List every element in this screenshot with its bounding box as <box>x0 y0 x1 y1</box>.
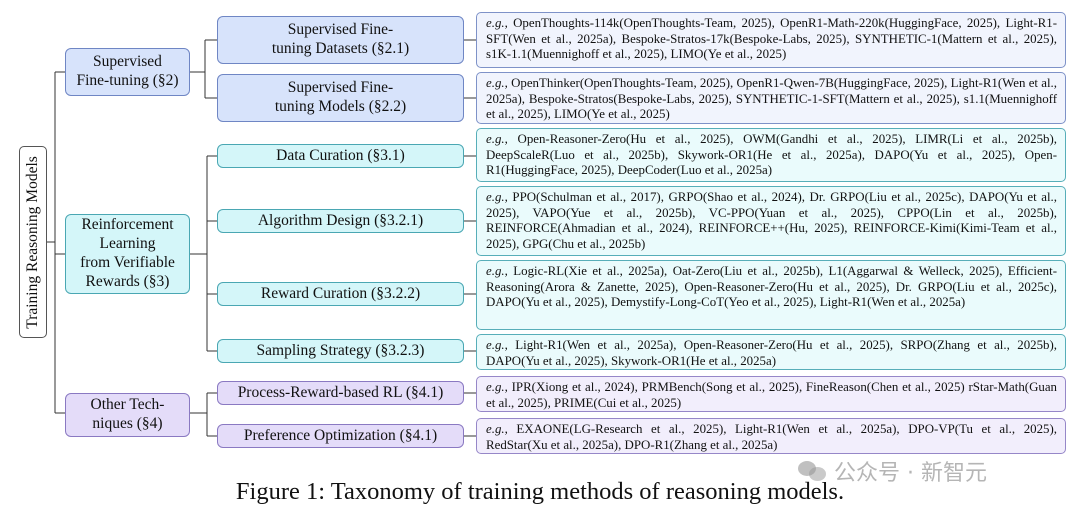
node-reward-curation-label: Reward Curation (§3.2.2) <box>260 284 421 302</box>
node-data-curation: Data Curation (§3.1) <box>217 144 464 168</box>
category-rl-line4: Rewards (§3) <box>85 272 170 290</box>
leaf-reward-curation: e.g., Logic-RL(Xie et al., 2025a), Oat-Z… <box>476 260 1066 330</box>
node-data-curation-label: Data Curation (§3.1) <box>276 146 405 164</box>
leaf-refs: PPO(Schulman et al., 2017), GRPO(Shao et… <box>486 190 1057 251</box>
category-rl-line3: from Verifiable <box>80 254 175 271</box>
node-sft-datasets-line2: tuning Datasets (§2.1) <box>271 40 410 57</box>
node-preference-optimization-label: Preference Optimization (§4.1) <box>243 426 438 444</box>
category-sft: Supervised Fine-tuning (§2) <box>65 48 190 96</box>
watermark-text: 公众号 · 新智元 <box>834 461 987 486</box>
node-sft-models-line1: Supervised Fine- <box>287 79 394 97</box>
node-reward-curation: Reward Curation (§3.2.2) <box>217 282 464 306</box>
leaf-sft-datasets: e.g., OpenThoughts-114k(OpenThoughts-Tea… <box>476 12 1066 68</box>
category-other: Other Tech- niques (§4) <box>65 393 190 437</box>
node-algorithm-design: Algorithm Design (§3.2.1) <box>217 209 464 233</box>
eg-label: e.g., <box>486 132 508 146</box>
node-sft-models-line2: tuning Models (§2.2) <box>274 98 407 115</box>
leaf-refs: Open-Reasoner-Zero(Hu et al., 2025), OWM… <box>486 132 1057 177</box>
node-sft-datasets: Supervised Fine- tuning Datasets (§2.1) <box>217 16 464 64</box>
node-preference-optimization: Preference Optimization (§4.1) <box>217 424 464 448</box>
leaf-preference-optimization: e.g., EXAONE(LG-Research et al., 2025), … <box>476 418 1066 454</box>
eg-label: e.g., <box>486 380 508 394</box>
category-other-line2: niques (§4) <box>92 415 163 432</box>
node-sft-models: Supervised Fine- tuning Models (§2.2) <box>217 74 464 122</box>
connector-lines <box>47 39 476 437</box>
category-rl-line2: Learning <box>99 235 156 253</box>
watermark: 公众号 · 新智元 <box>798 455 987 487</box>
figure-caption: Figure 1: Taxonomy of training methods o… <box>235 478 845 505</box>
node-sampling-strategy-label: Sampling Strategy (§3.2.3) <box>256 341 425 359</box>
leaf-refs: Light-R1(Wen et al., 2025a), Open-Reason… <box>486 338 1057 368</box>
leaf-data-curation: e.g., Open-Reasoner-Zero(Hu et al., 2025… <box>476 128 1066 182</box>
node-algorithm-design-label: Algorithm Design (§3.2.1) <box>257 211 424 229</box>
category-sft-line2: Fine-tuning (§2) <box>76 72 179 89</box>
category-other-line1: Other Tech- <box>90 396 165 414</box>
leaf-refs: IPR(Xiong et al., 2024), PRMBench(Song e… <box>486 380 1057 410</box>
root-label: Training Reasoning Models <box>23 155 41 329</box>
node-sft-datasets-line1: Supervised Fine- <box>287 21 394 39</box>
eg-label: e.g., <box>486 264 508 278</box>
leaf-refs: Logic-RL(Xie et al., 2025a), Oat-Zero(Li… <box>486 264 1057 309</box>
category-rl: Reinforcement Learning from Verifiable R… <box>65 214 190 294</box>
leaf-process-reward-rl: e.g., IPR(Xiong et al., 2024), PRMBench(… <box>476 376 1066 412</box>
category-sft-line1: Supervised <box>93 53 162 71</box>
eg-label: e.g., <box>486 76 508 90</box>
eg-label: e.g., <box>486 338 508 352</box>
leaf-sampling-strategy: e.g., Light-R1(Wen et al., 2025a), Open-… <box>476 334 1066 370</box>
leaf-sft-models: e.g., OpenThinker(OpenThoughts-Team, 202… <box>476 72 1066 124</box>
eg-label: e.g., <box>486 190 508 204</box>
node-process-reward-rl: Process-Reward-based RL (§4.1) <box>217 381 464 405</box>
leaf-refs: OpenThoughts-114k(OpenThoughts-Team, 202… <box>486 16 1057 61</box>
eg-label: e.g., <box>486 422 508 436</box>
leaf-refs: OpenThinker(OpenThoughts-Team, 2025), Op… <box>486 76 1057 121</box>
category-rl-line1: Reinforcement <box>81 216 174 234</box>
leaf-refs: EXAONE(LG-Research et al., 2025), Light-… <box>486 422 1057 452</box>
node-sampling-strategy: Sampling Strategy (§3.2.3) <box>217 339 464 363</box>
wechat-icon <box>798 459 828 483</box>
node-process-reward-rl-label: Process-Reward-based RL (§4.1) <box>237 383 444 401</box>
root-node: Training Reasoning Models <box>19 146 47 338</box>
eg-label: e.g., <box>486 16 508 30</box>
leaf-algorithm-design: e.g., PPO(Schulman et al., 2017), GRPO(S… <box>476 186 1066 256</box>
